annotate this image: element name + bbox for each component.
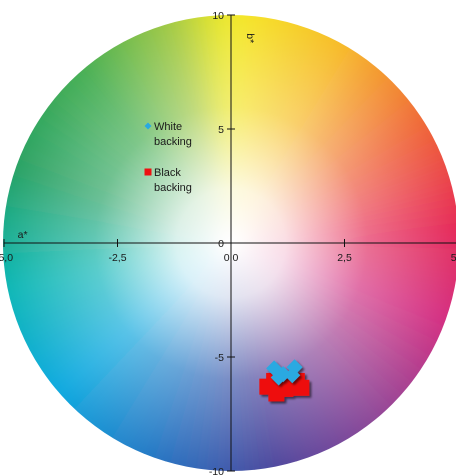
legend-marker-square — [144, 168, 152, 176]
data-point — [270, 369, 287, 386]
x-axis-label: a* — [18, 229, 28, 241]
y-tick-label: -5 — [215, 352, 224, 364]
data-markers — [259, 359, 310, 402]
data-point — [286, 359, 303, 376]
legend-marker-diamond — [144, 122, 152, 130]
x-tick-label: 5,0 — [451, 252, 456, 264]
y-tick-label: 5 — [218, 124, 224, 136]
y-axis-label: b* — [244, 33, 256, 43]
data-point — [277, 380, 294, 397]
legend-label-black-backing: Black backing — [154, 167, 192, 194]
legend-label-white-backing: White backing — [154, 121, 192, 148]
y-tick-label: -10 — [209, 466, 224, 475]
legend: White backing Black backing — [144, 121, 192, 194]
x-tick-label: 2,5 — [337, 252, 352, 264]
x-tick-label: -2,5 — [108, 252, 126, 264]
axes: -5,0 -2,5 0,0 2,5 5,0 10 5 0 -5 -10 a* b* — [0, 10, 456, 475]
x-tick-label: -5,0 — [0, 252, 13, 264]
y-tick-label: 10 — [212, 10, 224, 22]
data-point — [293, 379, 310, 396]
series-white-backing — [266, 359, 303, 386]
x-tick-label: 0,0 — [224, 252, 239, 264]
y-tick-label: 0 — [218, 238, 224, 250]
